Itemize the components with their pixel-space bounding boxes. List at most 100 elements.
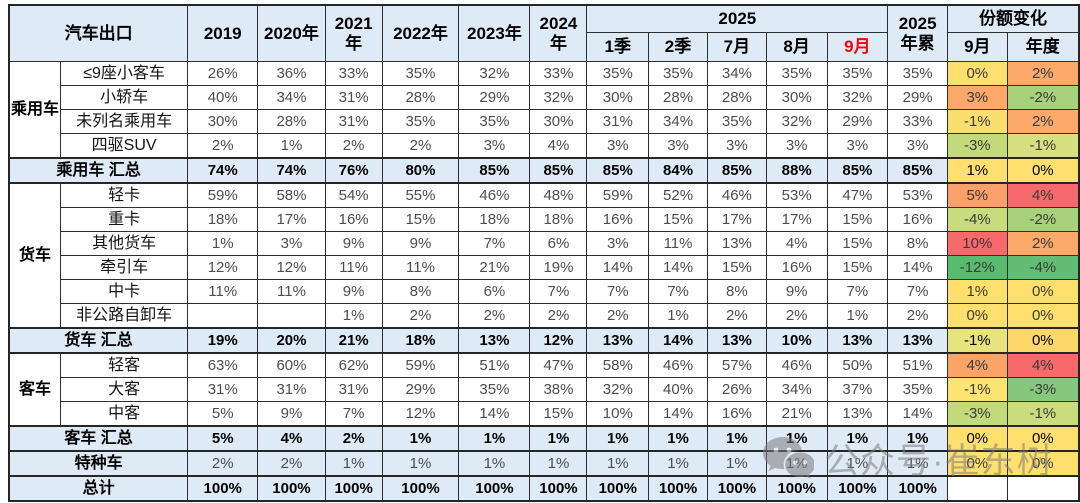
share-change-cell: 4% (947, 352, 1008, 378)
value-cell: 8% (706, 279, 767, 304)
value-cell: 30% (765, 85, 828, 110)
share-change-cell: 2% (1006, 109, 1080, 134)
value-cell: 12% (381, 401, 460, 427)
col-header-share-sep: 9月 (947, 32, 1008, 62)
value-cell: 2% (324, 133, 383, 159)
value-cell: 28% (706, 85, 767, 110)
value-cell: 16% (887, 207, 949, 232)
value-cell: 100% (887, 475, 949, 502)
share-change-cell: 0% (1006, 425, 1080, 452)
value-cell: 55% (381, 182, 460, 208)
share-change-cell: 10% (947, 231, 1008, 256)
value-cell: 7% (529, 279, 588, 304)
row-label: ≤9座小客车 (60, 61, 189, 86)
value-cell: 28% (648, 85, 708, 110)
row-label: 其他货车 (60, 231, 189, 256)
row-label: 货车 汇总 (8, 327, 189, 354)
value-cell: 85% (458, 157, 531, 184)
value-cell: 46% (706, 182, 767, 208)
value-cell: 15% (648, 207, 708, 232)
value-cell: 11% (648, 231, 708, 256)
col-header-year-2019: 2019 (187, 4, 259, 62)
value-cell: 1% (706, 450, 767, 477)
row-label: 大客 (60, 377, 189, 402)
value-cell: 1% (826, 425, 889, 452)
share-change-cell: -3% (947, 133, 1008, 159)
share-change-cell: -4% (947, 207, 1008, 232)
value-cell: 28% (257, 109, 326, 134)
value-cell: 34% (648, 109, 708, 134)
value-cell: 12% (187, 255, 259, 280)
group-label: 货车 (8, 182, 62, 329)
row-label: 重卡 (60, 207, 189, 232)
value-cell: 11% (381, 255, 460, 280)
value-cell: 51% (458, 352, 531, 378)
share-change-cell: 5% (947, 182, 1008, 208)
value-cell: 3% (765, 133, 828, 159)
share-change-cell: 0% (947, 303, 1008, 329)
value-cell: 3% (706, 133, 767, 159)
value-cell: 62% (324, 352, 383, 378)
value-cell: 74% (257, 157, 326, 184)
share-change-cell-empty (947, 475, 1008, 502)
value-cell: 35% (887, 61, 949, 86)
value-cell: 1% (324, 303, 383, 329)
value-cell: 5% (187, 425, 259, 452)
value-cell: 85% (529, 157, 588, 184)
value-cell: 3% (458, 133, 531, 159)
value-cell: 13% (706, 231, 767, 256)
value-cell: 2% (324, 425, 383, 452)
value-cell: 8% (381, 279, 460, 304)
value-cell: 32% (826, 85, 889, 110)
value-cell: 57% (706, 352, 767, 378)
value-cell: 1% (381, 450, 460, 477)
row-label: 未列名乘用车 (60, 109, 189, 134)
value-cell: 16% (586, 207, 650, 232)
value-cell: 100% (706, 475, 767, 502)
value-cell: 31% (187, 377, 259, 402)
value-cell (257, 303, 326, 329)
share-change-cell: -12% (947, 255, 1008, 280)
value-cell: 1% (765, 425, 828, 452)
value-cell: 85% (706, 157, 767, 184)
value-cell: 100% (648, 475, 708, 502)
value-cell: 32% (529, 85, 588, 110)
value-cell: 2% (586, 303, 650, 329)
value-cell: 51% (887, 352, 949, 378)
value-cell: 100% (826, 475, 889, 502)
value-cell: 16% (706, 401, 767, 427)
value-cell: 85% (586, 157, 650, 184)
value-cell: 26% (706, 377, 767, 402)
col-header-year-2023: 2023年 (458, 4, 531, 62)
value-cell: 84% (648, 157, 708, 184)
value-cell: 1% (648, 303, 708, 329)
value-cell: 21% (765, 401, 828, 427)
share-change-cell: 4% (1006, 352, 1080, 378)
value-cell: 29% (826, 109, 889, 134)
table-row: 货车 轻卡 59% 58% 54% 55% 46% 48% 59% 52% 46% 53% 47% 53%… (8, 182, 1080, 329)
share-change-cell: 0% (1006, 157, 1080, 184)
value-cell: 3% (648, 133, 708, 159)
share-change-cell: 0% (947, 425, 1008, 452)
value-cell: 19% (187, 327, 259, 354)
value-cell: 100% (458, 475, 531, 502)
value-cell: 16% (324, 207, 383, 232)
value-cell: 33% (324, 61, 383, 86)
col-header-2025-1: 1季 (586, 32, 650, 62)
row-label: 牵引车 (60, 255, 189, 280)
row-label: 非公路自卸车 (60, 303, 189, 329)
value-cell: 85% (887, 157, 949, 184)
value-cell: 15% (826, 255, 889, 280)
value-cell: 52% (648, 182, 708, 208)
value-cell: 40% (187, 85, 259, 110)
value-cell: 6% (458, 279, 531, 304)
table-row: 总计 100% 100% 100% 100% 100% 100% 100% 100% 100% 10… (8, 475, 1080, 502)
value-cell: 74% (187, 157, 259, 184)
col-header-2025-3: 7月 (706, 32, 767, 62)
value-cell: 13% (826, 327, 889, 354)
row-label: 轻卡 (60, 182, 189, 208)
value-cell: 1% (458, 450, 531, 477)
value-cell (187, 303, 259, 329)
col-header-2025-cum: 2025 年累 (887, 4, 949, 62)
share-change-cell: -1% (947, 327, 1008, 354)
